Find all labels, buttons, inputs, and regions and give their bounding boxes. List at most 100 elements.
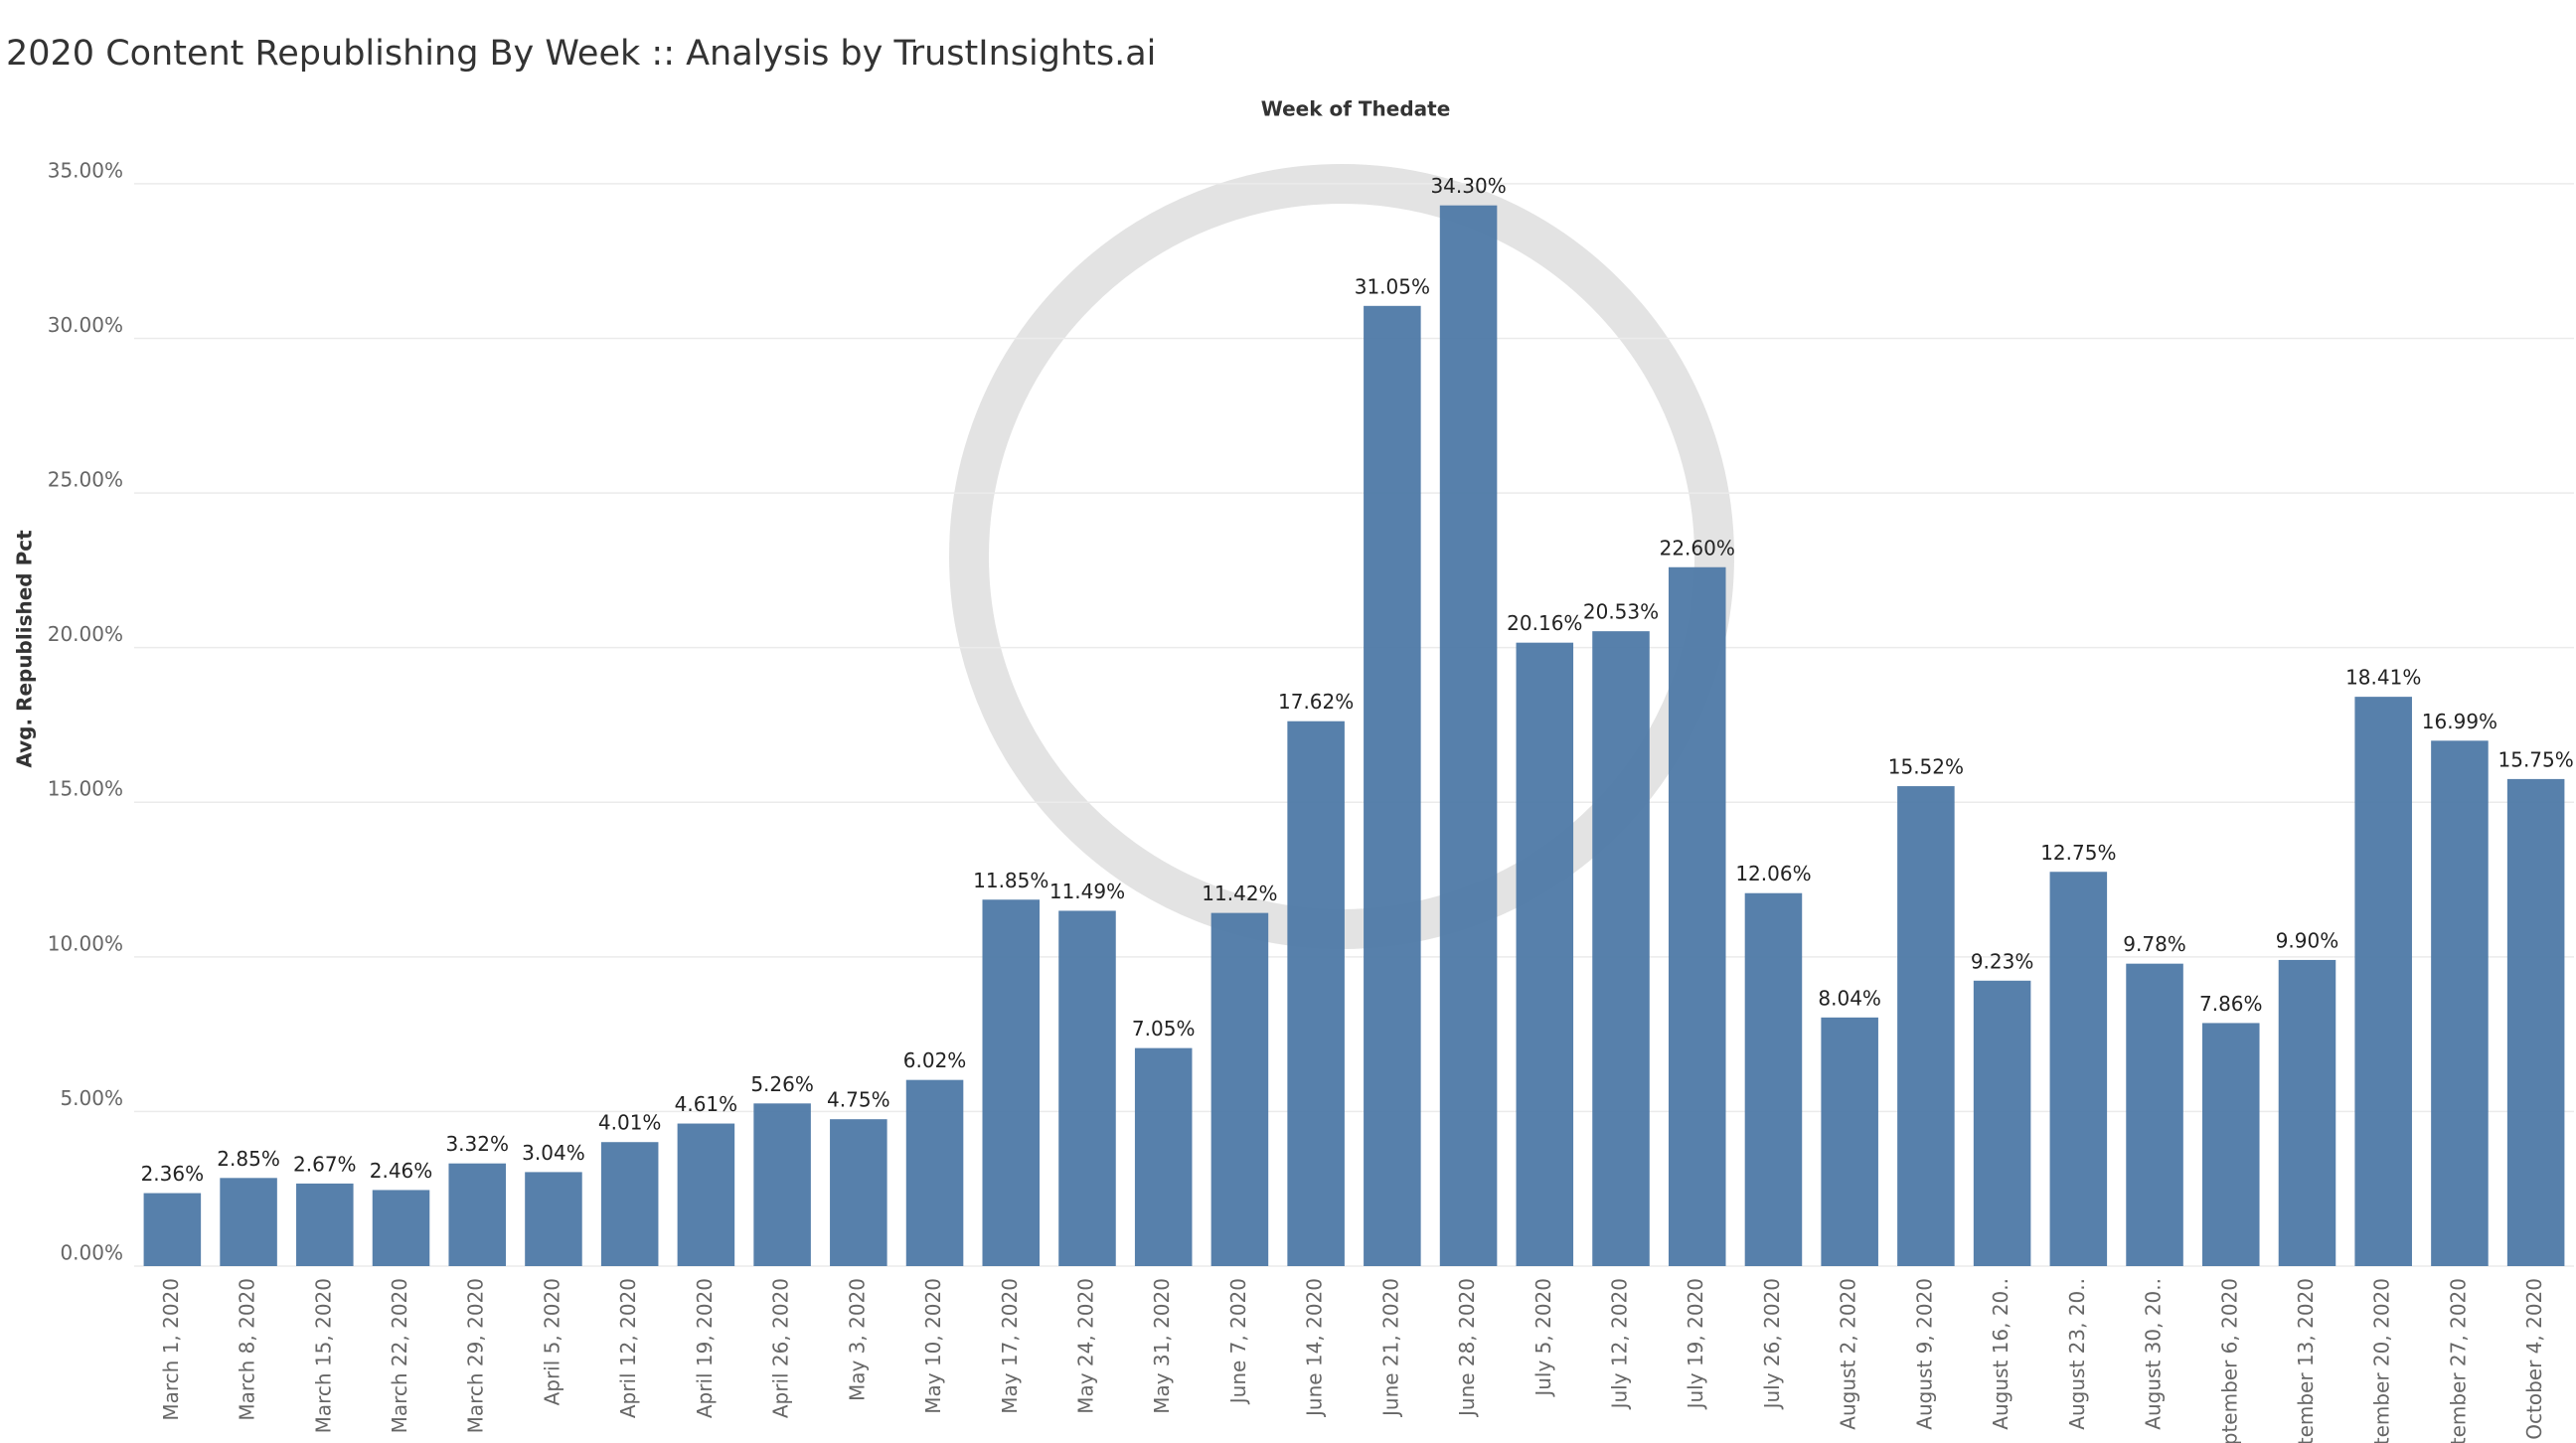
bar: [1287, 721, 1345, 1266]
data-label: 3.32%: [445, 1132, 509, 1156]
x-tick-label: May 3, 2020: [845, 1278, 869, 1401]
x-tick-label: May 10, 2020: [921, 1278, 945, 1414]
x-tick-label: August 2, 2020: [1837, 1278, 1860, 1430]
data-label: 20.53%: [1583, 600, 1659, 624]
bar: [1668, 566, 1726, 1266]
x-tick-label: March 15, 2020: [311, 1278, 335, 1433]
bar: [2201, 1023, 2260, 1266]
data-label: 3.04%: [522, 1141, 585, 1165]
x-tick-label: June 21, 2020: [1378, 1278, 1402, 1418]
bar: [1439, 205, 1498, 1267]
x-tick-label: June 7, 2020: [1226, 1278, 1250, 1405]
x-tick-label: June 14, 2020: [1303, 1278, 1327, 1418]
data-label: 22.60%: [1660, 536, 1735, 560]
bar: [830, 1119, 887, 1266]
x-tick-label: October 4, 2020: [2522, 1278, 2546, 1440]
x-tick-label: August 9, 2020: [1912, 1278, 1936, 1430]
data-label: 8.04%: [1818, 986, 1881, 1010]
data-label: 4.01%: [598, 1111, 662, 1135]
data-label: 6.02%: [903, 1048, 967, 1072]
data-label: 17.62%: [1278, 690, 1354, 714]
x-tick-label: September 20, 2020: [2370, 1278, 2394, 1443]
bar: [448, 1163, 507, 1266]
chart-title: 2020 Content Republishing By Week :: Ana…: [6, 34, 1156, 74]
x-tick-label: March 1, 2020: [159, 1278, 183, 1421]
x-tick-label: September 6, 2020: [2217, 1278, 2241, 1443]
x-axis-title: Week of Thedate: [1261, 97, 1451, 121]
x-tick-label: March 8, 2020: [236, 1278, 259, 1421]
x-tick-label: June 28, 2020: [1455, 1278, 1479, 1418]
x-tick-label: May 24, 2020: [1073, 1278, 1097, 1414]
x-tick-label: August 30, 20..: [2142, 1278, 2166, 1430]
bar: [1973, 980, 2031, 1266]
x-tick-label: July 26, 2020: [1760, 1278, 1784, 1410]
bar: [2049, 872, 2108, 1266]
bar: [1592, 631, 1650, 1266]
x-tick-label: July 19, 2020: [1684, 1278, 1707, 1410]
y-tick-label: 0.00%: [60, 1241, 123, 1265]
data-label: 4.61%: [675, 1092, 738, 1116]
x-tick-label: August 23, 20..: [2065, 1278, 2089, 1430]
data-label: 9.23%: [1971, 949, 2034, 973]
bar: [1134, 1047, 1193, 1266]
bar: [2354, 697, 2412, 1266]
x-tick-label: April 5, 2020: [540, 1278, 564, 1405]
data-label: 5.26%: [750, 1072, 814, 1096]
bar: [2278, 959, 2336, 1266]
y-tick-label: 15.00%: [48, 777, 123, 801]
x-tick-label: March 29, 2020: [464, 1278, 488, 1433]
bar: [753, 1103, 811, 1266]
bar: [143, 1193, 202, 1266]
data-label: 2.67%: [293, 1152, 357, 1176]
bar: [982, 899, 1041, 1266]
bar: [1364, 305, 1421, 1266]
x-tick-label: August 16, 20..: [1989, 1278, 2012, 1430]
data-label: 2.85%: [217, 1147, 280, 1171]
bar: [220, 1178, 277, 1266]
x-tick-label: July 12, 2020: [1608, 1278, 1632, 1410]
y-tick-label: 25.00%: [48, 468, 123, 492]
bar: [1210, 912, 1269, 1266]
bar: [372, 1190, 430, 1266]
data-label: 7.05%: [1132, 1017, 1196, 1041]
bar: [600, 1142, 659, 1266]
y-axis-title: Avg. Republished Pct: [13, 530, 37, 768]
data-label: 16.99%: [2422, 710, 2497, 733]
data-label: 4.75%: [827, 1088, 890, 1112]
y-tick-label: 20.00%: [48, 622, 123, 646]
bar: [1821, 1017, 1878, 1266]
bar: [2431, 740, 2489, 1266]
bar: [1516, 642, 1574, 1266]
bar: [2506, 778, 2565, 1266]
bar: [525, 1172, 582, 1266]
x-tick-label: April 19, 2020: [693, 1278, 717, 1418]
data-label: 11.42%: [1202, 882, 1277, 905]
data-label: 15.75%: [2498, 747, 2574, 771]
bar: [2126, 963, 2183, 1266]
y-tick-label: 10.00%: [48, 931, 123, 955]
x-tick-label: May 17, 2020: [998, 1278, 1022, 1414]
x-tick-label: March 22, 2020: [388, 1278, 411, 1433]
y-tick-label: 30.00%: [48, 313, 123, 337]
data-label: 31.05%: [1355, 274, 1430, 298]
bar: [1897, 786, 1955, 1266]
bar: [296, 1183, 354, 1266]
data-label: 7.86%: [2199, 992, 2263, 1016]
data-label: 12.06%: [1735, 862, 1811, 885]
data-label: 18.41%: [2345, 666, 2421, 690]
y-tick-label: 5.00%: [60, 1086, 123, 1110]
data-label: 11.85%: [973, 869, 1048, 892]
data-label: 11.49%: [1049, 880, 1125, 903]
x-tick-label: May 31, 2020: [1150, 1278, 1174, 1414]
x-tick-label: April 26, 2020: [769, 1278, 793, 1418]
data-label: 12.75%: [2040, 841, 2116, 865]
x-tick-label: September 13, 2020: [2294, 1278, 2318, 1443]
data-label: 15.52%: [1888, 755, 1964, 779]
x-tick-label: September 27, 2020: [2446, 1278, 2470, 1443]
data-label: 2.46%: [370, 1159, 433, 1183]
x-tick-label: April 12, 2020: [616, 1278, 640, 1418]
data-label: 34.30%: [1430, 174, 1506, 198]
bar: [905, 1079, 964, 1266]
data-label: 20.16%: [1507, 611, 1582, 635]
